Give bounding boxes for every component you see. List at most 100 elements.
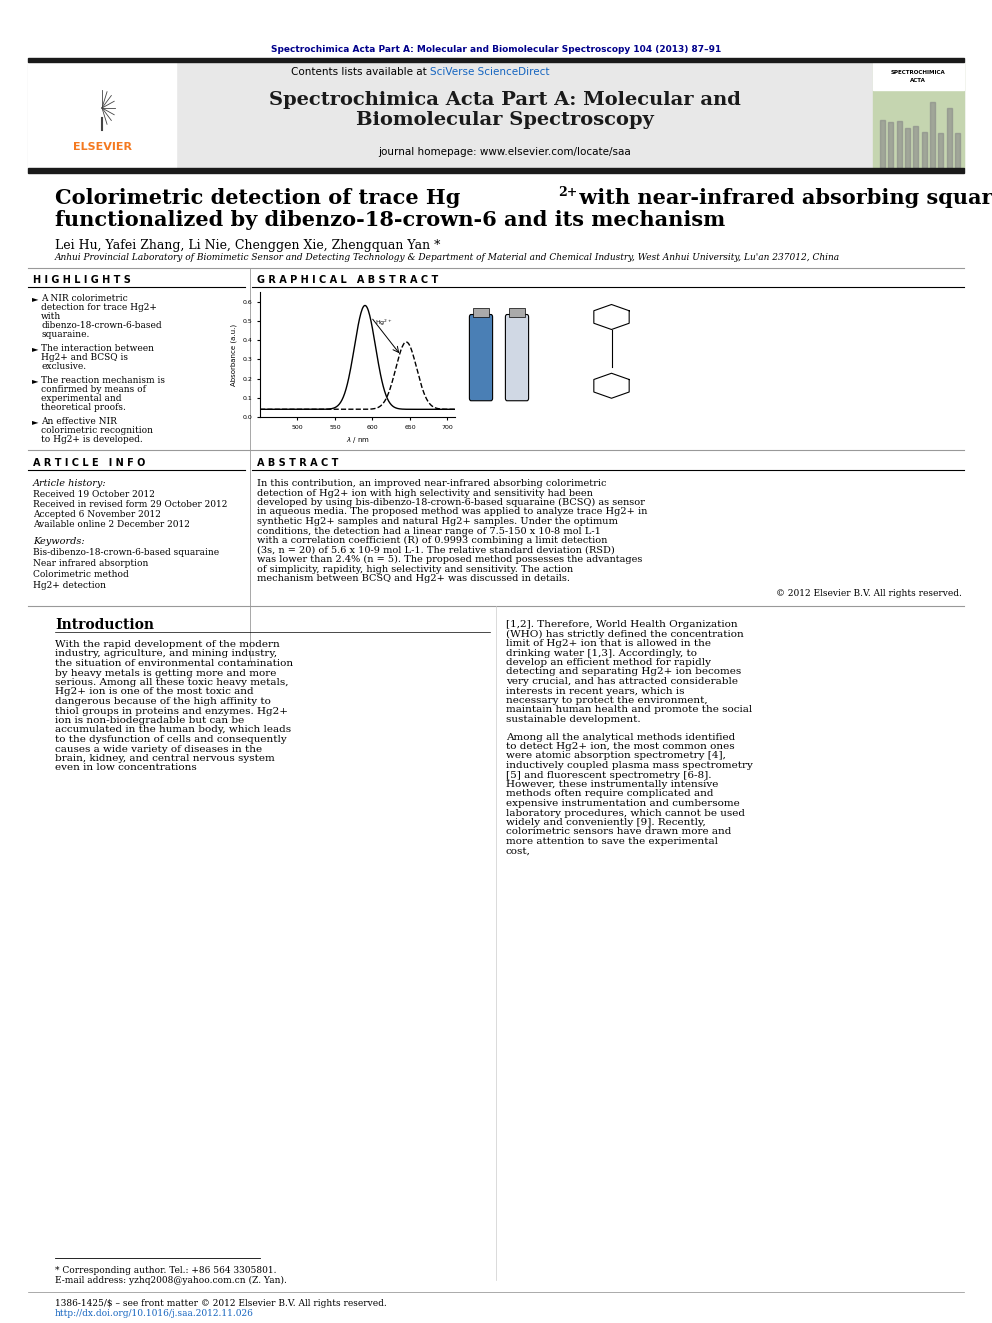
Text: * Corresponding author. Tel.: +86 564 3305801.: * Corresponding author. Tel.: +86 564 33…	[55, 1266, 277, 1275]
Text: colorimetric recognition: colorimetric recognition	[41, 426, 153, 435]
Text: widely and conveniently [9]. Recently,: widely and conveniently [9]. Recently,	[506, 818, 705, 827]
Text: serious. Among all these toxic heavy metals,: serious. Among all these toxic heavy met…	[55, 677, 289, 687]
Text: With the rapid development of the modern: With the rapid development of the modern	[55, 640, 280, 650]
Text: by heavy metals is getting more and more: by heavy metals is getting more and more	[55, 668, 277, 677]
Text: theoretical proofs.: theoretical proofs.	[41, 404, 126, 411]
Text: exclusive.: exclusive.	[41, 363, 86, 370]
Text: Hg2+ ion is one of the most toxic and: Hg2+ ion is one of the most toxic and	[55, 688, 254, 696]
Bar	[955, 102, 960, 168]
Text: confirmed by means of: confirmed by means of	[41, 385, 146, 394]
Bar	[938, 102, 943, 168]
Text: Near infrared absorption: Near infrared absorption	[33, 560, 149, 568]
Text: SPECTROCHIMICA: SPECTROCHIMICA	[891, 70, 945, 74]
Text: Accepted 6 November 2012: Accepted 6 November 2012	[33, 509, 161, 519]
Bar	[914, 132, 919, 168]
Text: Spectrochimica Acta Part A: Molecular and: Spectrochimica Acta Part A: Molecular an…	[269, 91, 741, 108]
Bar	[28, 62, 176, 168]
Text: even in low concentrations: even in low concentrations	[55, 763, 196, 773]
Text: [5] and fluorescent spectrometry [6-8].: [5] and fluorescent spectrometry [6-8].	[506, 770, 711, 779]
Text: 1386-1425/$ – see front matter © 2012 Elsevier B.V. All rights reserved.: 1386-1425/$ – see front matter © 2012 El…	[55, 1299, 387, 1308]
Text: (WHO) has strictly defined the concentration: (WHO) has strictly defined the concentra…	[506, 630, 744, 639]
Text: to detect Hg2+ ion, the most common ones: to detect Hg2+ ion, the most common ones	[506, 742, 735, 751]
Text: Anhui Provincial Laboratory of Biomimetic Sensor and Detecting Technology & Depa: Anhui Provincial Laboratory of Biomimeti…	[55, 254, 840, 262]
Text: ►: ►	[32, 376, 39, 385]
Text: Available online 2 December 2012: Available online 2 December 2012	[33, 520, 189, 529]
Text: laboratory procedures, which cannot be used: laboratory procedures, which cannot be u…	[506, 808, 745, 818]
Text: necessary to protect the environment,: necessary to protect the environment,	[506, 696, 707, 705]
Text: ACTA: ACTA	[910, 78, 926, 82]
Text: A R T I C L E   I N F O: A R T I C L E I N F O	[33, 458, 146, 468]
Text: in aqueous media. The proposed method was applied to analyze trace Hg2+ in: in aqueous media. The proposed method wa…	[257, 508, 648, 516]
Text: dangerous because of the high affinity to: dangerous because of the high affinity t…	[55, 697, 271, 706]
Text: (3s, n = 20) of 5.6 x 10-9 mol L-1. The relative standard deviation (RSD): (3s, n = 20) of 5.6 x 10-9 mol L-1. The …	[257, 545, 615, 554]
Text: A B S T R A C T: A B S T R A C T	[257, 458, 338, 468]
Text: [1,2]. Therefore, World Health Organization: [1,2]. Therefore, World Health Organizat…	[506, 620, 738, 628]
Bar	[888, 99, 894, 168]
Text: Contents lists available at: Contents lists available at	[291, 67, 430, 77]
Text: G R A P H I C A L   A B S T R A C T: G R A P H I C A L A B S T R A C T	[257, 275, 438, 284]
Text: ELSEVIER: ELSEVIER	[72, 142, 132, 152]
Text: experimental and: experimental and	[41, 394, 121, 404]
Bar	[930, 135, 935, 168]
Y-axis label: Absorbance (a.u.): Absorbance (a.u.)	[230, 323, 237, 385]
Bar	[905, 131, 910, 168]
Text: mechanism between BCSQ and Hg2+ was discussed in details.: mechanism between BCSQ and Hg2+ was disc…	[257, 574, 570, 583]
Text: dibenzo-18-crown-6-based: dibenzo-18-crown-6-based	[41, 321, 162, 329]
Text: expensive instrumentation and cumbersome: expensive instrumentation and cumbersome	[506, 799, 740, 808]
Text: Hg2+ and BCSQ is: Hg2+ and BCSQ is	[41, 353, 128, 363]
Text: to the dysfunction of cells and consequently: to the dysfunction of cells and conseque…	[55, 736, 287, 744]
Text: © 2012 Elsevier B.V. All rights reserved.: © 2012 Elsevier B.V. All rights reserved…	[776, 590, 962, 598]
Text: An effective NIR: An effective NIR	[41, 417, 117, 426]
Text: E-mail address: yzhq2008@yahoo.com.cn (Z. Yan).: E-mail address: yzhq2008@yahoo.com.cn (Z…	[55, 1275, 287, 1285]
X-axis label: $\lambda$ / nm: $\lambda$ / nm	[345, 435, 369, 446]
Text: However, these instrumentally intensive: However, these instrumentally intensive	[506, 781, 718, 789]
Text: industry, agriculture, and mining industry,: industry, agriculture, and mining indust…	[55, 650, 277, 659]
Text: squaraine.: squaraine.	[41, 329, 89, 339]
Text: accumulated in the human body, which leads: accumulated in the human body, which lea…	[55, 725, 291, 734]
Bar	[880, 116, 885, 168]
Text: functionalized by dibenzo-18-crown-6 and its mechanism: functionalized by dibenzo-18-crown-6 and…	[55, 210, 725, 230]
Text: methods often require complicated and: methods often require complicated and	[506, 790, 713, 799]
Text: The reaction mechanism is: The reaction mechanism is	[41, 376, 165, 385]
Text: drinking water [1,3]. Accordingly, to: drinking water [1,3]. Accordingly, to	[506, 648, 697, 658]
Bar	[897, 123, 902, 168]
Text: detection for trace Hg2+: detection for trace Hg2+	[41, 303, 157, 312]
Text: Among all the analytical methods identified: Among all the analytical methods identif…	[506, 733, 735, 741]
Text: ►: ►	[32, 294, 39, 303]
Text: maintain human health and promote the social: maintain human health and promote the so…	[506, 705, 752, 714]
Bar	[28, 168, 964, 173]
Text: very crucial, and has attracted considerable: very crucial, and has attracted consider…	[506, 677, 738, 687]
Text: cost,: cost,	[506, 847, 531, 856]
Text: detection of Hg2+ ion with high selectivity and sensitivity had been: detection of Hg2+ ion with high selectiv…	[257, 488, 593, 497]
Text: were atomic absorption spectrometry [4],: were atomic absorption spectrometry [4],	[506, 751, 726, 761]
FancyBboxPatch shape	[469, 315, 493, 401]
Text: was lower than 2.4% (n = 5). The proposed method possesses the advantages: was lower than 2.4% (n = 5). The propose…	[257, 556, 643, 564]
Text: Lei Hu, Yafei Zhang, Li Nie, Chenggen Xie, Zhengquan Yan *: Lei Hu, Yafei Zhang, Li Nie, Chenggen Xi…	[55, 238, 440, 251]
Text: synthetic Hg2+ samples and natural Hg2+ samples. Under the optimum: synthetic Hg2+ samples and natural Hg2+ …	[257, 517, 618, 527]
Text: In this contribution, an improved near-infrared absorbing colorimetric: In this contribution, an improved near-i…	[257, 479, 606, 488]
Text: with near-infrared absorbing squaraine: with near-infrared absorbing squaraine	[572, 188, 992, 208]
Text: causes a wide variety of diseases in the: causes a wide variety of diseases in the	[55, 745, 262, 754]
Text: ion is non-biodegradable but can be: ion is non-biodegradable but can be	[55, 716, 244, 725]
Bar	[28, 62, 964, 168]
Text: inductively coupled plasma mass spectrometry: inductively coupled plasma mass spectrom…	[506, 761, 753, 770]
Bar	[28, 58, 964, 62]
Text: interests in recent years, which is: interests in recent years, which is	[506, 687, 684, 696]
Text: A NIR colorimetric: A NIR colorimetric	[41, 294, 128, 303]
Text: limit of Hg2+ ion that is allowed in the: limit of Hg2+ ion that is allowed in the	[506, 639, 711, 648]
Text: conditions, the detection had a linear range of 7.5-150 x 10-8 mol L-1: conditions, the detection had a linear r…	[257, 527, 601, 536]
Text: Colorimetric detection of trace Hg: Colorimetric detection of trace Hg	[55, 188, 460, 208]
Text: Introduction: Introduction	[55, 618, 154, 632]
Text: with: with	[41, 312, 62, 321]
Text: thiol groups in proteins and enzymes. Hg2+: thiol groups in proteins and enzymes. Hg…	[55, 706, 288, 716]
Text: H I G H L I G H T S: H I G H L I G H T S	[33, 275, 131, 284]
Text: The interaction between: The interaction between	[41, 344, 154, 353]
Text: Biomolecular Spectroscopy: Biomolecular Spectroscopy	[356, 111, 654, 130]
Text: ►: ►	[32, 417, 39, 426]
Text: colorimetric sensors have drawn more and: colorimetric sensors have drawn more and	[506, 827, 731, 836]
Text: 2+: 2+	[558, 187, 577, 200]
Bar	[473, 308, 489, 318]
Text: Received in revised form 29 October 2012: Received in revised form 29 October 2012	[33, 500, 227, 509]
Text: Hg2+ detection: Hg2+ detection	[33, 581, 106, 590]
Bar	[946, 124, 951, 168]
